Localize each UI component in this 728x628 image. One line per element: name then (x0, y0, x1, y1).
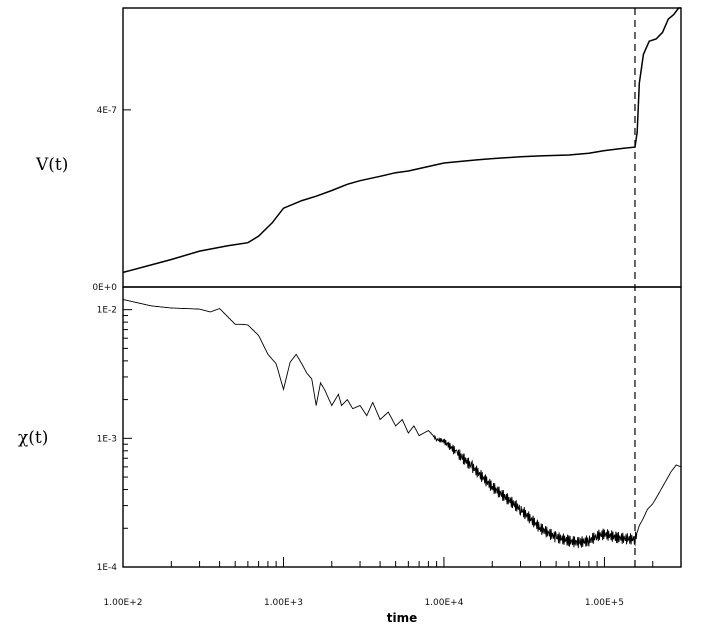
top-y-tick-label: 0E+0 (92, 283, 117, 293)
v-series-line (122, 7, 681, 274)
top-panel-frame (122, 7, 682, 288)
bottom-y-tick-label: 1E-3 (97, 434, 117, 444)
x-tick-label: 1.00E+3 (264, 598, 303, 608)
bottom-y-tick-label: 1E-4 (97, 563, 118, 573)
bottom-y-tick-label: 1E-2 (97, 306, 117, 316)
chi-series-line (122, 299, 682, 549)
bottom-y-axis-label: χ(t) (18, 428, 48, 448)
x-tick-label: 1.00E+2 (104, 598, 143, 608)
x-axis-ticks: 1.00E+2 1.00E+3 1.00E+4 1.00E+5 (104, 557, 682, 608)
x-axis-label: time (387, 611, 418, 625)
top-y-axis-label: V(t) (35, 155, 68, 175)
x-tick-label: 1.00E+5 (585, 598, 624, 608)
x-tick-label: 1.00E+4 (424, 598, 463, 608)
bottom-panel: 1E-41E-31E-2 1.00E+2 1.00E+3 1.00E+4 1.00E+… (18, 286, 682, 625)
bottom-y-ticks: 1E-4 1E-3 1E-2 (97, 306, 132, 573)
top-y-ticks: 0E+0 4E-7 (92, 106, 131, 293)
top-panel: 0E+0 4E-7 V(t) (35, 7, 682, 293)
bottom-panel-frame (122, 286, 682, 568)
top-y-tick-label: 4E-7 (97, 106, 117, 116)
